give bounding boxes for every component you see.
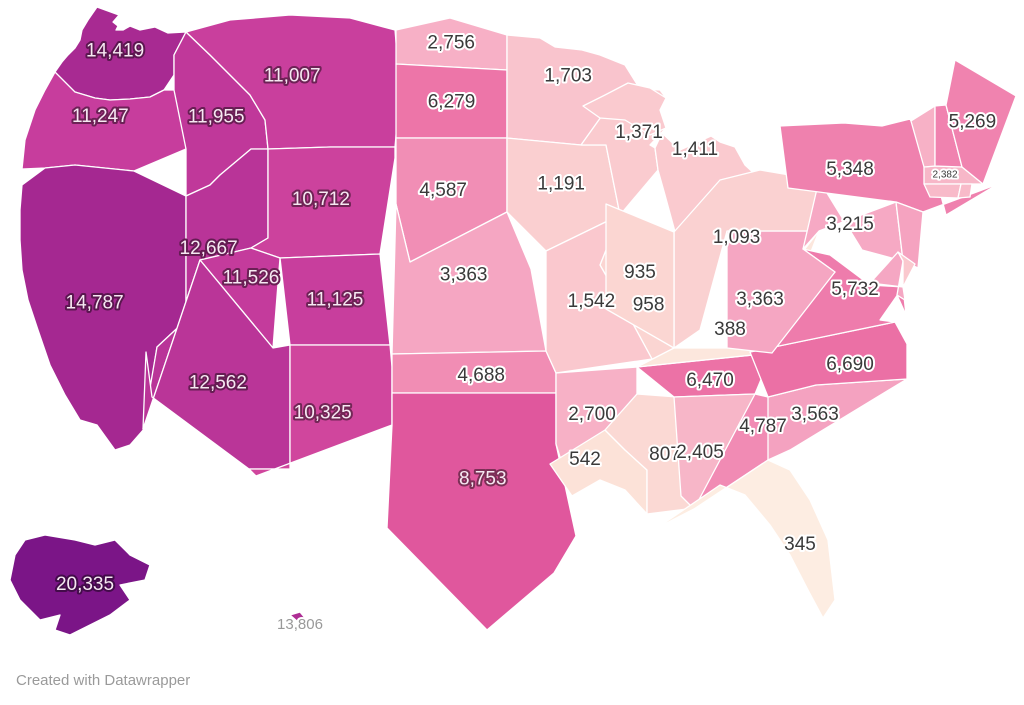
svg-text:1,093: 1,093 bbox=[713, 227, 761, 248]
svg-text:6,279: 6,279 bbox=[428, 92, 476, 113]
svg-text:11,007: 11,007 bbox=[264, 65, 321, 86]
svg-text:345: 345 bbox=[784, 534, 816, 555]
svg-text:1,191: 1,191 bbox=[537, 173, 585, 194]
svg-text:14,787: 14,787 bbox=[66, 292, 124, 313]
svg-text:12,562: 12,562 bbox=[189, 373, 247, 394]
svg-text:4,587: 4,587 bbox=[419, 180, 467, 201]
svg-text:3,363: 3,363 bbox=[440, 264, 488, 285]
svg-text:11,247: 11,247 bbox=[72, 106, 129, 127]
svg-text:1,371: 1,371 bbox=[615, 122, 663, 143]
svg-text:935: 935 bbox=[624, 262, 656, 283]
svg-text:5,732: 5,732 bbox=[831, 279, 879, 300]
svg-text:3,215: 3,215 bbox=[826, 214, 874, 235]
svg-text:3,363: 3,363 bbox=[736, 289, 784, 310]
svg-text:1,411: 1,411 bbox=[672, 139, 718, 160]
svg-text:10,712: 10,712 bbox=[292, 189, 350, 210]
svg-text:1,542: 1,542 bbox=[568, 291, 616, 312]
svg-text:10,325: 10,325 bbox=[294, 403, 352, 424]
svg-text:4,688: 4,688 bbox=[457, 365, 505, 386]
svg-text:2,382: 2,382 bbox=[932, 170, 957, 181]
svg-text:1,703: 1,703 bbox=[544, 66, 592, 87]
svg-text:958: 958 bbox=[633, 295, 665, 316]
svg-text:8,753: 8,753 bbox=[459, 468, 507, 489]
svg-text:6,470: 6,470 bbox=[686, 370, 734, 391]
svg-text:11,526: 11,526 bbox=[223, 268, 280, 289]
svg-text:11,955: 11,955 bbox=[188, 106, 245, 127]
svg-text:5,348: 5,348 bbox=[826, 159, 874, 180]
svg-text:13,806: 13,806 bbox=[277, 616, 323, 633]
svg-text:2,700: 2,700 bbox=[568, 404, 616, 425]
svg-text:5,269: 5,269 bbox=[949, 111, 997, 132]
svg-text:3,563: 3,563 bbox=[791, 404, 839, 425]
svg-text:20,335: 20,335 bbox=[56, 574, 114, 595]
svg-text:388: 388 bbox=[714, 319, 746, 340]
svg-text:14,419: 14,419 bbox=[86, 41, 144, 62]
svg-text:6,690: 6,690 bbox=[826, 354, 874, 375]
svg-text:542: 542 bbox=[569, 449, 601, 470]
svg-text:11,125: 11,125 bbox=[307, 290, 364, 311]
svg-text:4,787: 4,787 bbox=[739, 416, 787, 437]
svg-text:2,405: 2,405 bbox=[676, 442, 724, 463]
svg-text:12,667: 12,667 bbox=[180, 238, 238, 259]
svg-text:2,756: 2,756 bbox=[427, 32, 475, 53]
